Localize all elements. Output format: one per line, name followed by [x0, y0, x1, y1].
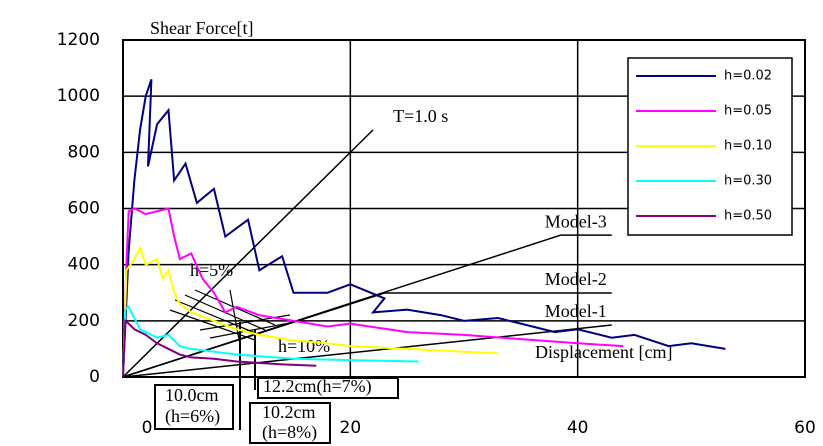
y-tick-label: 1200: [57, 30, 100, 50]
legend-label: h=0.05: [724, 104, 772, 119]
annotation: (h=6%): [165, 406, 220, 427]
annotation: 12.2cm(h=7%): [263, 376, 372, 397]
annotation: 10.0cm: [165, 385, 219, 405]
reference-label: Model-2: [545, 269, 607, 289]
y-tick-label: 400: [68, 255, 100, 275]
annotation-boxes: [154, 322, 399, 444]
x-tick-label: 20: [340, 418, 362, 438]
y-tick-label: 600: [68, 199, 100, 219]
x-tick-label: 0: [142, 418, 153, 438]
y-tick-label: 800: [68, 142, 100, 162]
line-series: [122, 207, 624, 378]
annotation: 10.2cm: [262, 402, 316, 422]
reference-line: [122, 129, 374, 378]
reference-label: Model-1: [545, 301, 607, 321]
reference-line: [122, 324, 612, 378]
x-tick-label: 40: [567, 418, 589, 438]
annotation: (h=8%): [262, 422, 317, 443]
legend-label: h=0.30: [724, 174, 772, 189]
line-series: [122, 78, 726, 378]
line-series: [122, 318, 317, 378]
legend-label: h=0.02: [724, 69, 772, 84]
x-axis-title: Displacement [cm]: [535, 342, 672, 362]
x-tick-label: 60: [794, 418, 816, 438]
reference-label: Model-3: [545, 211, 607, 231]
line-series: [122, 245, 499, 378]
reference-line: [122, 292, 612, 378]
y-tick-label: 200: [68, 311, 100, 331]
reference-label: T=1.0 s: [393, 106, 448, 126]
y-axis-title: Shear Force[t]: [150, 18, 253, 38]
y-tick-label: 1000: [57, 86, 100, 106]
y-tick-label: 0: [89, 367, 100, 387]
legend-label: h=0.10: [724, 139, 772, 154]
line-series: [122, 305, 419, 378]
annotation: h=10%: [278, 336, 330, 356]
legend-label: h=0.50: [724, 209, 772, 224]
